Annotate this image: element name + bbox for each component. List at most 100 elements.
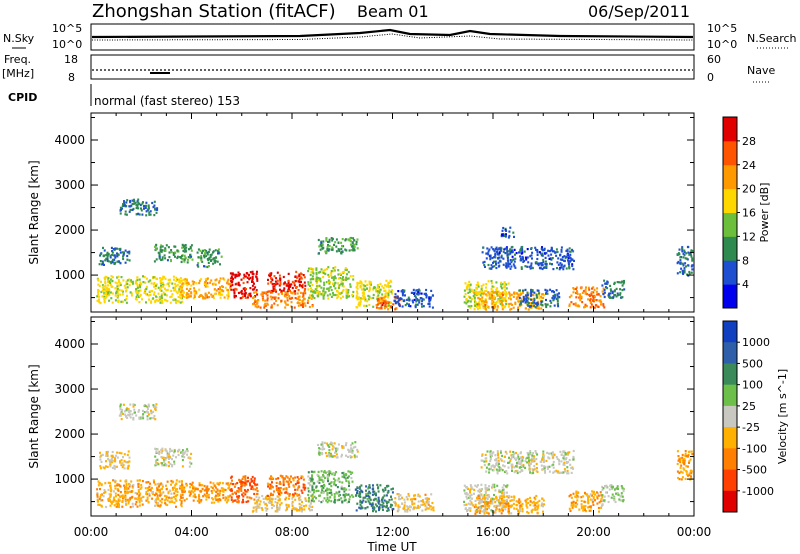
- range-cell: [154, 455, 157, 458]
- range-cell: [372, 490, 375, 493]
- range-cell: [214, 486, 217, 489]
- range-cell: [255, 495, 258, 499]
- range-cell: [468, 280, 471, 283]
- range-cell: [101, 289, 104, 293]
- range-cell: [157, 286, 160, 289]
- range-cell: [110, 278, 113, 281]
- range-cell: [122, 497, 124, 500]
- nsearch-label: N.Search: [747, 32, 797, 45]
- range-cell: [333, 473, 336, 477]
- range-cell: [519, 470, 522, 474]
- range-cell: [592, 291, 595, 294]
- range-cell: [175, 456, 177, 459]
- range-cell: [407, 507, 410, 510]
- range-cell: [336, 290, 338, 293]
- range-cell: [166, 503, 169, 507]
- range-cell: [378, 505, 381, 509]
- range-cell: [125, 480, 128, 483]
- range-cell: [592, 295, 594, 298]
- range-cell: [483, 264, 486, 267]
- range-cell: [522, 260, 525, 263]
- range-cell: [326, 492, 329, 495]
- range-cell: [224, 499, 227, 502]
- range-cell: [318, 499, 320, 502]
- range-cell: [536, 508, 539, 511]
- range-cell: [334, 277, 337, 280]
- range-cell: [288, 477, 291, 480]
- range-cell: [481, 454, 484, 457]
- range-cell: [493, 486, 496, 489]
- range-cell: [231, 489, 233, 492]
- range-cell: [397, 507, 400, 510]
- range-cell: [168, 251, 171, 254]
- range-cell: [158, 297, 161, 300]
- range-cell: [301, 304, 304, 307]
- range-cell: [132, 202, 135, 205]
- range-cell: [495, 246, 498, 249]
- range-cell: [425, 288, 428, 292]
- range-cell: [337, 492, 340, 495]
- range-cell: [481, 290, 484, 294]
- range-cell: [230, 277, 233, 280]
- range-cell: [181, 246, 184, 249]
- range-cell: [385, 494, 388, 497]
- range-cell: [526, 256, 529, 259]
- range-cell: [351, 242, 354, 245]
- range-cell: [286, 508, 289, 511]
- range-cell: [505, 233, 507, 236]
- range-cell: [307, 296, 310, 299]
- range-cell: [137, 496, 140, 499]
- range-cell: [369, 281, 372, 284]
- range-cell: [119, 405, 122, 408]
- range-cell: [329, 293, 332, 296]
- range-cell: [103, 293, 106, 296]
- range-cell: [350, 448, 353, 451]
- range-cell: [502, 250, 505, 254]
- range-cell: [430, 289, 433, 292]
- range-cell: [103, 301, 106, 304]
- range-cell: [155, 460, 157, 464]
- range-cell: [480, 286, 483, 290]
- range-cell: [580, 287, 583, 290]
- range-cell: [131, 202, 134, 206]
- range-cell: [475, 284, 478, 287]
- range-cell: [274, 510, 277, 513]
- range-cell: [280, 299, 283, 302]
- range-cell: [476, 308, 479, 311]
- range-cell: [146, 415, 149, 418]
- range-cell: [106, 288, 109, 291]
- range-cell: [505, 291, 508, 294]
- range-cell: [185, 484, 188, 487]
- range-cell: [186, 450, 189, 453]
- range-cell: [198, 493, 200, 496]
- range-cell: [180, 451, 182, 454]
- range-cell: [296, 493, 298, 496]
- range-cell: [490, 509, 493, 512]
- range-cell: [104, 278, 106, 281]
- range-cell: [328, 449, 331, 452]
- range-cell: [313, 495, 316, 498]
- range-cell: [469, 496, 472, 499]
- range-cell: [322, 480, 325, 483]
- range-cell: [552, 268, 555, 271]
- range-cell: [132, 418, 135, 421]
- range-cell: [478, 511, 481, 514]
- range-cell: [231, 273, 234, 276]
- range-cell: [590, 291, 593, 294]
- range-cell: [130, 496, 133, 499]
- range-cell: [272, 285, 275, 288]
- range-cell: [417, 494, 420, 497]
- range-cell: [307, 270, 310, 273]
- range-cell: [147, 294, 150, 297]
- range-cell: [508, 510, 510, 513]
- range-cell: [417, 290, 419, 293]
- range-cell: [110, 262, 113, 265]
- range-cell: [476, 281, 479, 284]
- range-cell: [512, 231, 515, 234]
- range-cell: [423, 292, 426, 295]
- range-cell: [345, 268, 348, 271]
- range-cell: [481, 504, 484, 508]
- range-cell: [140, 209, 143, 212]
- range-cell: [509, 296, 512, 299]
- range-cell: [146, 418, 149, 421]
